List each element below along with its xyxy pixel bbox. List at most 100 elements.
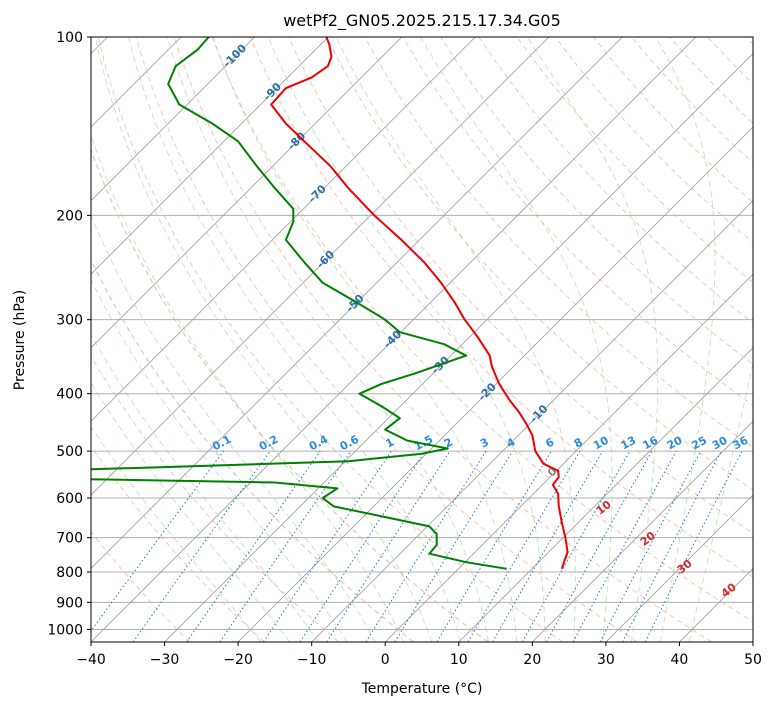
dry-adiabat bbox=[249, 37, 753, 578]
moist-adiabat bbox=[655, 37, 716, 642]
plot-frame bbox=[90, 36, 754, 643]
moist-adiabat bbox=[420, 37, 613, 642]
x-axis-ticks: −40 −30 −20 −10 0 10 20 30 40 50 bbox=[76, 642, 762, 668]
mixing-ratio-label: 1 bbox=[383, 435, 396, 450]
dry-adiabat bbox=[91, 258, 414, 642]
mixing-ratio-line bbox=[91, 450, 224, 632]
isotherm-label: -20 bbox=[476, 380, 499, 403]
isotherm-line bbox=[605, 494, 753, 642]
isotherm-line bbox=[752, 641, 753, 642]
dry-adiabat bbox=[554, 37, 753, 244]
y-tick-label: 500 bbox=[56, 444, 83, 460]
x-tick-label: 20 bbox=[523, 652, 541, 668]
isotherm-line bbox=[91, 37, 697, 642]
isotherm-label: -10 bbox=[527, 402, 550, 425]
isotherm-label: -40 bbox=[381, 328, 404, 351]
dry-adiabat bbox=[91, 355, 340, 642]
mixing-ratio-label: 20 bbox=[665, 433, 685, 452]
mixing-ratio-line bbox=[546, 450, 653, 642]
x-tick-label: 30 bbox=[597, 652, 615, 668]
mixing-ratio-label: 6 bbox=[543, 435, 556, 450]
dry-adiabats bbox=[91, 37, 753, 642]
dry-adiabat bbox=[745, 37, 753, 46]
reference-line-labels: 0.1 0.2 0.4 0.6 1 1.5 2 3 4 6 8 10 13 16 20 25 30 36-100-… bbox=[210, 41, 750, 600]
moist-adiabat bbox=[91, 425, 262, 642]
isotherm-line bbox=[91, 37, 476, 422]
y-tick-label: 300 bbox=[56, 313, 83, 329]
mixing-ratio-label: 0.1 bbox=[210, 433, 233, 454]
y-axis-ticks: 100 200 300 400 500 600 700 800 900 1000 bbox=[47, 30, 91, 638]
y-tick-label: 600 bbox=[56, 491, 83, 507]
x-tick-label: −10 bbox=[297, 652, 327, 668]
isotherm-line bbox=[91, 37, 623, 570]
isotherm-line bbox=[311, 200, 753, 642]
y-tick-label: 100 bbox=[56, 30, 83, 46]
mixing-ratio-label: 13 bbox=[619, 434, 639, 453]
mixing-ratio-label: 0.6 bbox=[338, 433, 362, 454]
mixing-ratio-line bbox=[436, 450, 552, 642]
isotherm-line bbox=[91, 37, 329, 275]
mixing-ratio-label: 10 bbox=[591, 434, 611, 453]
dry-adiabat bbox=[478, 37, 753, 324]
dry-adiabat bbox=[91, 531, 191, 642]
dry-adiabat bbox=[173, 37, 713, 642]
mixing-ratio-label: 36 bbox=[731, 434, 751, 453]
isotherm-line bbox=[384, 273, 753, 642]
isotherm-label: -70 bbox=[306, 182, 329, 205]
y-tick-label: 900 bbox=[56, 595, 83, 611]
isotherm-line bbox=[91, 37, 255, 202]
isotherm-line bbox=[237, 126, 753, 642]
moist-adiabat bbox=[267, 37, 546, 642]
isotherm-label: -100 bbox=[220, 41, 249, 70]
isotherm-line bbox=[679, 567, 753, 642]
dry-adiabat bbox=[592, 37, 753, 204]
mixing-ratio-line bbox=[186, 450, 321, 642]
mixing-ratio-line bbox=[644, 450, 743, 642]
mixing-ratio-line bbox=[599, 450, 702, 642]
mixing-ratio-line bbox=[263, 450, 392, 642]
profile-lines bbox=[91, 37, 569, 570]
temperature-profile-line bbox=[270, 37, 569, 570]
isotherm-line bbox=[91, 37, 403, 349]
moist-adiabat bbox=[526, 37, 659, 642]
y-tick-label: 200 bbox=[56, 208, 83, 224]
isotherm-line bbox=[458, 347, 753, 642]
isotherm-line bbox=[532, 420, 753, 642]
y-axis-label: Pressure (hPa) bbox=[12, 290, 28, 390]
moist-adiabat bbox=[91, 333, 319, 642]
moist-adiabat bbox=[94, 37, 433, 642]
isotherm-label: -60 bbox=[314, 248, 337, 271]
mixing-ratio-line bbox=[219, 450, 352, 642]
mixing-ratio-line bbox=[132, 450, 271, 642]
mixing-ratio-line bbox=[572, 450, 677, 642]
dry-adiabat bbox=[91, 147, 489, 642]
dry-adiabat bbox=[402, 37, 753, 407]
moist-adiabat bbox=[91, 278, 348, 642]
mixing-ratio-lines bbox=[91, 450, 743, 642]
chart-title: wetPf2_GN05.2025.215.17.34.G05 bbox=[283, 11, 561, 31]
moist-adiabat bbox=[128, 37, 461, 642]
x-tick-label: 0 bbox=[381, 652, 390, 668]
dry-adiabat bbox=[211, 37, 753, 623]
moist-adiabat bbox=[335, 37, 576, 642]
dry-adiabat bbox=[440, 37, 753, 365]
x-tick-label: −20 bbox=[223, 652, 253, 668]
pressure-gridlines bbox=[91, 37, 753, 630]
isotherm-line bbox=[164, 52, 753, 642]
dry-adiabat-label: 20 bbox=[638, 529, 658, 549]
dry-adiabat bbox=[516, 37, 753, 284]
isotherm-label: -90 bbox=[261, 80, 284, 103]
x-tick-label: −40 bbox=[76, 652, 106, 668]
moist-adiabat bbox=[91, 214, 376, 642]
moist-adiabat bbox=[91, 133, 405, 642]
x-tick-label: 40 bbox=[671, 652, 689, 668]
moist-adiabats bbox=[91, 37, 753, 642]
x-tick-label: −30 bbox=[150, 652, 180, 668]
dry-adiabat bbox=[287, 37, 753, 534]
dry-adiabat bbox=[97, 37, 563, 642]
dry-adiabat bbox=[669, 37, 753, 125]
mixing-ratio-line bbox=[326, 450, 451, 642]
dry-adiabat bbox=[707, 37, 753, 85]
moist-adiabat bbox=[212, 37, 518, 642]
